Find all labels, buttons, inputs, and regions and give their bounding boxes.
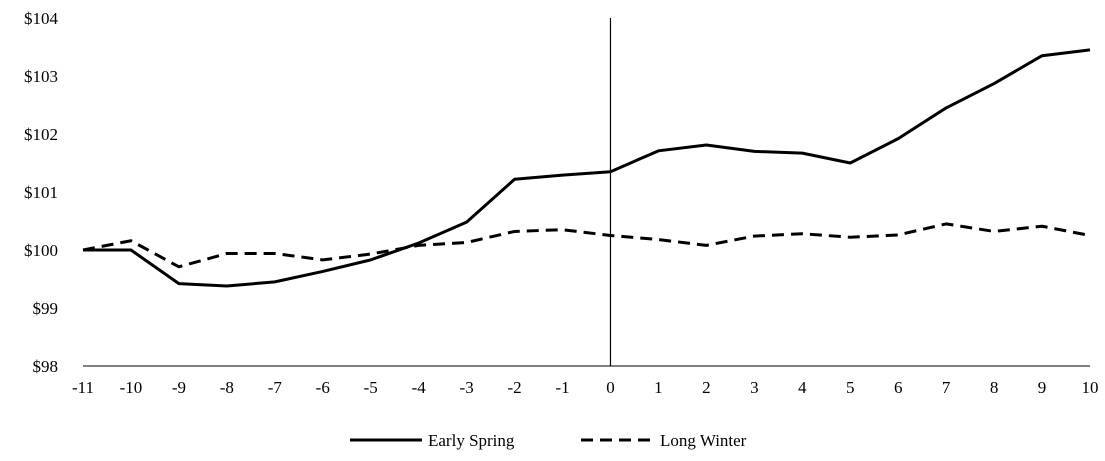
data-point-long-winter [800, 232, 804, 236]
x-tick-label: -11 [72, 378, 94, 397]
x-tick-label: -6 [316, 378, 330, 397]
data-point-long-winter [465, 240, 469, 244]
data-point-long-winter [369, 252, 373, 256]
data-point-long-winter [321, 258, 325, 262]
data-point-early-spring [129, 248, 133, 252]
x-tick-label: 6 [894, 378, 903, 397]
y-tick-label: $104 [24, 9, 59, 28]
data-point-early-spring [800, 151, 804, 155]
x-tick-label: -4 [412, 378, 427, 397]
data-point-early-spring [273, 280, 277, 284]
x-tick-label: -9 [172, 378, 186, 397]
data-point-long-winter [992, 229, 996, 233]
data-point-early-spring [752, 149, 756, 153]
data-point-long-winter [513, 229, 517, 233]
data-point-early-spring [992, 82, 996, 86]
x-tick-label: -2 [507, 378, 521, 397]
data-point-long-winter [177, 265, 181, 269]
data-point-early-spring [944, 106, 948, 110]
axes-layer: $98$99$100$101$102$103$104-11 -10 -9 -8 -7 -6… [24, 9, 1099, 397]
legend: Early Spring Long Winter [350, 431, 747, 450]
x-tick-label: 3 [750, 378, 759, 397]
x-tick-label: -5 [364, 378, 378, 397]
x-tick-label: 0 [606, 378, 615, 397]
data-point-long-winter [656, 238, 660, 242]
data-point-early-spring [704, 143, 708, 147]
y-tick-label: $102 [24, 125, 58, 144]
x-tick-label: 2 [702, 378, 711, 397]
y-tick-label: $99 [33, 299, 59, 318]
y-tick-label: $101 [24, 183, 58, 202]
y-tick-label: $98 [33, 357, 59, 376]
x-tick-label: 9 [1038, 378, 1047, 397]
data-point-early-spring [1088, 48, 1092, 52]
x-tick-label: 7 [942, 378, 951, 397]
data-point-early-spring [513, 177, 517, 181]
data-point-early-spring [896, 137, 900, 141]
series-line-long-winter [82, 222, 1091, 269]
series-layer [81, 48, 1092, 288]
y-tick-label: $103 [24, 67, 58, 86]
series-line-early-spring [83, 48, 1091, 288]
x-tick-label: 5 [846, 378, 855, 397]
x-tick-label: -8 [220, 378, 234, 397]
data-point-long-winter [1040, 224, 1044, 228]
data-point-early-spring [608, 170, 612, 174]
data-point-early-spring [177, 282, 181, 286]
data-point-early-spring [1040, 54, 1044, 58]
data-point-early-spring [465, 220, 469, 224]
data-point-early-spring [848, 161, 852, 165]
data-point-long-winter [704, 243, 708, 247]
data-point-early-spring [321, 269, 325, 273]
data-point-long-winter [273, 251, 277, 255]
legend-label-long-winter: Long Winter [660, 431, 747, 450]
data-point-long-winter [129, 239, 133, 243]
data-point-early-spring [656, 149, 660, 153]
x-tick-label: -1 [555, 378, 569, 397]
data-point-long-winter [608, 234, 612, 238]
x-tick-label: 1 [654, 378, 663, 397]
data-point-long-winter [896, 233, 900, 237]
data-point-early-spring [369, 258, 373, 262]
x-tick-label: -10 [120, 378, 143, 397]
data-point-long-winter [81, 248, 85, 252]
data-point-long-winter [225, 251, 229, 255]
x-tick-label: -7 [268, 378, 283, 397]
legend-label-early-spring: Early Spring [428, 431, 515, 450]
data-point-long-winter [944, 222, 948, 226]
x-tick-label: 4 [798, 378, 807, 397]
data-point-long-winter [1088, 234, 1092, 238]
data-point-long-winter [417, 243, 421, 247]
data-point-early-spring [561, 173, 565, 177]
data-point-long-winter [561, 228, 565, 232]
y-tick-label: $100 [24, 241, 58, 260]
data-point-early-spring [225, 284, 229, 288]
data-point-long-winter [848, 235, 852, 239]
data-point-long-winter [752, 234, 756, 238]
x-tick-label: 10 [1082, 378, 1099, 397]
x-tick-label: -3 [460, 378, 474, 397]
x-tick-label: 8 [990, 378, 999, 397]
